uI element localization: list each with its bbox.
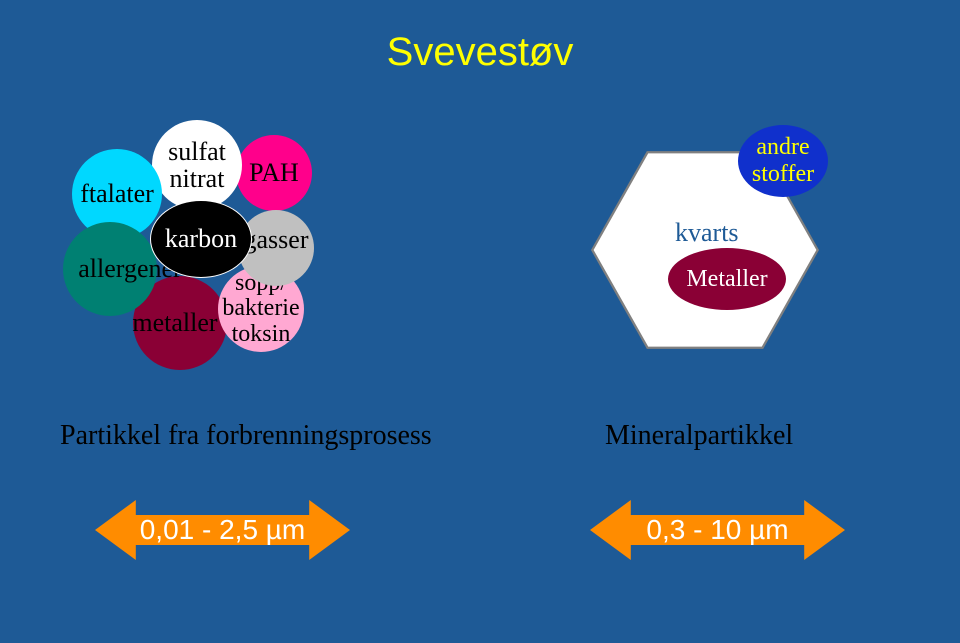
combustion-arrow-label: 0,01 - 2,5 µm [95, 514, 350, 546]
circle-allergener: allergener [63, 222, 157, 316]
circle-metaller-label: metaller [132, 309, 217, 336]
oval-andre-label: andrestoffer [752, 134, 814, 188]
mineral-arrow-label: 0,3 - 10 µm [590, 514, 845, 546]
circle-pah: PAH [236, 135, 312, 211]
circle-gasser-label: gasser [244, 226, 309, 253]
oval-andre: andrestoffer [738, 125, 828, 197]
circle-sulfat-label: sulfatnitrat [168, 138, 226, 193]
oval-metaller: Metaller [668, 248, 786, 310]
kvarts-text: kvarts [675, 218, 739, 248]
mineral-caption: Mineralpartikkel [605, 420, 793, 452]
circle-pah-label: PAH [249, 159, 299, 186]
oval-metaller-label: Metaller [686, 266, 767, 293]
circle-ftalater-label: ftalater [80, 180, 154, 207]
combustion-caption: Partikkel fra forbrenningsprosess [60, 420, 432, 452]
circle-karbon-label: karbon [165, 225, 237, 252]
circle-sulfat: sulfatnitrat [152, 120, 242, 210]
slide: Svevestøv PAH sulfatnitrat ftalater meta… [0, 0, 960, 643]
circle-karbon: karbon [150, 200, 252, 278]
slide-title: Svevestøv [0, 30, 960, 75]
